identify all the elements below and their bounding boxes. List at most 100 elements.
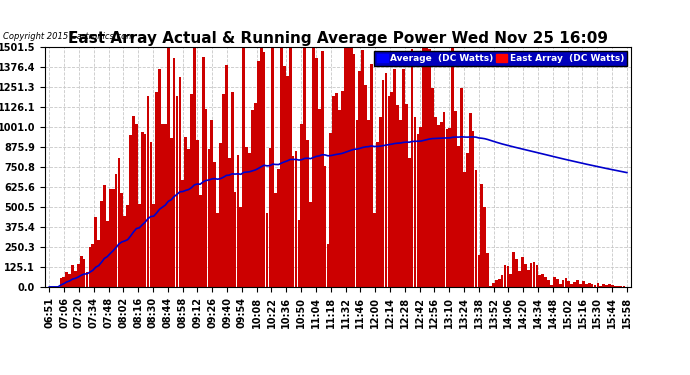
Bar	[454, 111, 457, 287]
Bar	[585, 285, 588, 287]
Bar	[306, 140, 309, 287]
Bar	[124, 216, 126, 287]
Bar	[230, 92, 233, 287]
Bar	[605, 285, 608, 287]
Bar	[391, 92, 393, 287]
Bar	[434, 117, 437, 287]
Bar	[362, 50, 364, 287]
Bar	[201, 57, 204, 287]
Bar	[428, 49, 431, 287]
Bar	[115, 174, 117, 287]
Bar	[576, 280, 579, 287]
Bar	[530, 262, 533, 287]
Bar	[486, 252, 489, 287]
Bar	[553, 277, 555, 287]
Bar	[608, 284, 611, 287]
Bar	[112, 189, 115, 287]
Bar	[477, 255, 480, 287]
Bar	[402, 69, 405, 287]
Bar	[280, 47, 283, 287]
Legend: Average  (DC Watts), East Array  (DC Watts): Average (DC Watts), East Array (DC Watts…	[374, 51, 627, 66]
Bar	[620, 286, 622, 287]
Bar	[106, 221, 109, 287]
Bar	[74, 272, 77, 287]
Bar	[559, 284, 562, 287]
Bar	[176, 96, 179, 287]
Bar	[95, 217, 97, 287]
Bar	[367, 120, 370, 287]
Bar	[225, 65, 228, 287]
Bar	[289, 47, 292, 287]
Bar	[297, 220, 300, 287]
Bar	[103, 185, 106, 287]
Bar	[234, 192, 237, 287]
Bar	[213, 162, 216, 287]
Bar	[515, 259, 518, 287]
Bar	[193, 47, 196, 287]
Bar	[483, 207, 486, 287]
Bar	[469, 112, 471, 287]
Bar	[324, 166, 326, 287]
Bar	[329, 133, 332, 287]
Bar	[277, 169, 280, 287]
Bar	[208, 150, 210, 287]
Bar	[292, 156, 295, 287]
Bar	[405, 104, 408, 287]
Bar	[309, 202, 312, 287]
Bar	[341, 91, 344, 287]
Bar	[408, 158, 411, 287]
Bar	[83, 259, 86, 287]
Bar	[622, 286, 625, 287]
Bar	[161, 124, 164, 287]
Text: Copyright 2015 Cartronics.com: Copyright 2015 Cartronics.com	[3, 32, 135, 41]
Bar	[544, 277, 547, 287]
Bar	[121, 193, 124, 287]
Bar	[373, 213, 376, 287]
Bar	[271, 47, 274, 287]
Bar	[304, 47, 306, 287]
Bar	[295, 151, 297, 287]
Bar	[518, 271, 521, 287]
Bar	[446, 129, 448, 287]
Bar	[326, 244, 329, 287]
Bar	[460, 88, 463, 287]
Bar	[333, 96, 335, 287]
Bar	[248, 153, 251, 287]
Bar	[591, 284, 593, 287]
Bar	[440, 122, 442, 287]
Bar	[260, 47, 263, 287]
Bar	[239, 207, 242, 287]
Bar	[68, 274, 71, 287]
Bar	[573, 282, 576, 287]
Bar	[350, 47, 353, 287]
Bar	[579, 284, 582, 287]
Bar	[135, 124, 138, 287]
Bar	[254, 103, 257, 287]
Bar	[501, 275, 504, 287]
Bar	[132, 116, 135, 287]
Bar	[411, 50, 413, 287]
Bar	[611, 285, 614, 287]
Bar	[364, 86, 367, 287]
Bar	[492, 283, 495, 287]
Bar	[379, 117, 382, 287]
Bar	[246, 147, 248, 287]
Bar	[86, 272, 88, 287]
Bar	[237, 155, 239, 287]
Bar	[205, 109, 208, 287]
Bar	[509, 274, 512, 287]
Bar	[164, 124, 167, 287]
Bar	[451, 48, 454, 287]
Bar	[399, 120, 402, 287]
Bar	[535, 266, 538, 287]
Bar	[355, 120, 358, 287]
Bar	[582, 281, 584, 287]
Bar	[422, 47, 425, 287]
Bar	[396, 105, 399, 287]
Bar	[167, 47, 170, 287]
Bar	[300, 124, 303, 287]
Bar	[210, 120, 213, 287]
Bar	[146, 96, 149, 287]
Bar	[312, 47, 315, 287]
Bar	[216, 213, 219, 287]
